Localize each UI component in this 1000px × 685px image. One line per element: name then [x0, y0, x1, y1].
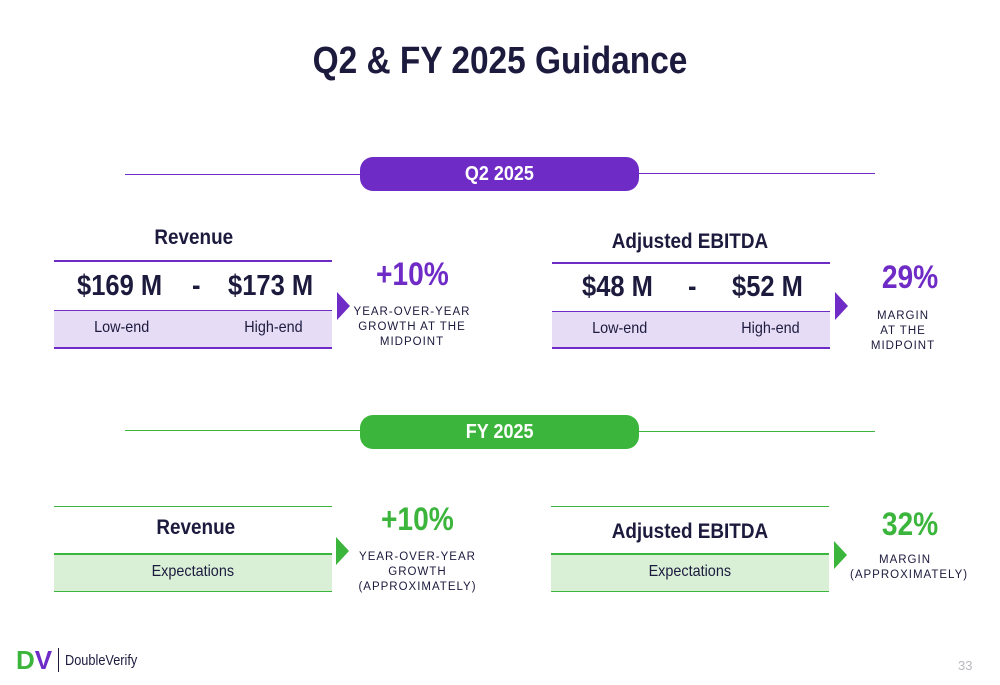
slide-title: Q2 & FY 2025 Guidance — [312, 40, 688, 82]
q2-divider-right — [635, 173, 875, 174]
fy-ebitda-title: Adjusted EBITDA — [611, 520, 769, 543]
fy-ebitda-label-band — [551, 553, 829, 592]
fy-revenue-metric: +10% — [380, 501, 454, 537]
q2-revenue-top-rule — [54, 260, 332, 262]
fy-divider-left — [125, 430, 365, 431]
fy-divider-right — [635, 431, 875, 432]
q2-ebitda-low-label: Low-end — [592, 320, 648, 337]
q2-revenue-arrow-icon — [337, 292, 350, 320]
fy-section-pill: FY 2025 — [360, 415, 639, 449]
q2-revenue-low-value: $169 M — [77, 270, 163, 302]
page-number: 33 — [958, 658, 973, 673]
q2-revenue-title: Revenue — [154, 226, 234, 249]
q2-revenue-metric: +10% — [375, 256, 449, 292]
fy-ebitda-note: MARGIN (APPROXIMATELY) — [850, 554, 969, 581]
fy-revenue-label-band — [54, 553, 332, 592]
fy-ebitda-top-rule — [551, 506, 829, 507]
q2-divider-left — [125, 174, 365, 175]
q2-ebitda-note: MARGIN AT THE MIDPOINT — [870, 310, 936, 352]
q2-revenue-high-label: High-end — [244, 319, 303, 336]
fy-revenue-top-rule — [54, 506, 332, 507]
doubleverify-logo: D V DoubleVerify — [16, 645, 150, 675]
q2-ebitda-top-rule — [552, 262, 830, 264]
fy-ebitda-arrow-icon — [834, 541, 847, 569]
q2-ebitda-high-label: High-end — [741, 320, 800, 337]
q2-revenue-label-band — [54, 310, 332, 349]
q2-revenue-note: YEAR-OVER-YEAR GROWTH AT THE MIDPOINT — [353, 306, 471, 348]
fy-revenue-note: YEAR-OVER-YEAR GROWTH (APPROXIMATELY) — [358, 551, 477, 593]
q2-ebitda-label-band — [552, 311, 830, 349]
q2-revenue-high-value: $173 M — [228, 270, 314, 302]
q2-revenue-low-label: Low-end — [94, 319, 150, 336]
fy-revenue-arrow-icon — [336, 537, 349, 565]
fy-revenue-title: Revenue — [156, 516, 236, 539]
logo-mark-v: V — [34, 644, 53, 675]
q2-ebitda-separator: - — [688, 271, 697, 303]
q2-ebitda-low-value: $48 M — [582, 271, 653, 303]
fy-ebitda-metric: 32% — [881, 506, 939, 542]
logo-mark-d: D — [16, 644, 35, 675]
q2-revenue-separator: - — [192, 270, 201, 302]
logo-wordmark: DoubleVerify — [65, 651, 138, 669]
fy-ebitda-sub-label: Expectations — [648, 563, 732, 580]
fy-section-label: FY 2025 — [465, 421, 534, 443]
q2-section-label: Q2 2025 — [464, 163, 535, 185]
q2-ebitda-arrow-icon — [835, 292, 848, 320]
logo-divider — [58, 648, 60, 672]
q2-ebitda-high-value: $52 M — [732, 271, 803, 303]
q2-ebitda-title: Adjusted EBITDA — [611, 230, 769, 253]
fy-revenue-sub-label: Expectations — [151, 563, 235, 580]
q2-section-pill: Q2 2025 — [360, 157, 639, 191]
q2-ebitda-metric: 29% — [881, 259, 939, 295]
